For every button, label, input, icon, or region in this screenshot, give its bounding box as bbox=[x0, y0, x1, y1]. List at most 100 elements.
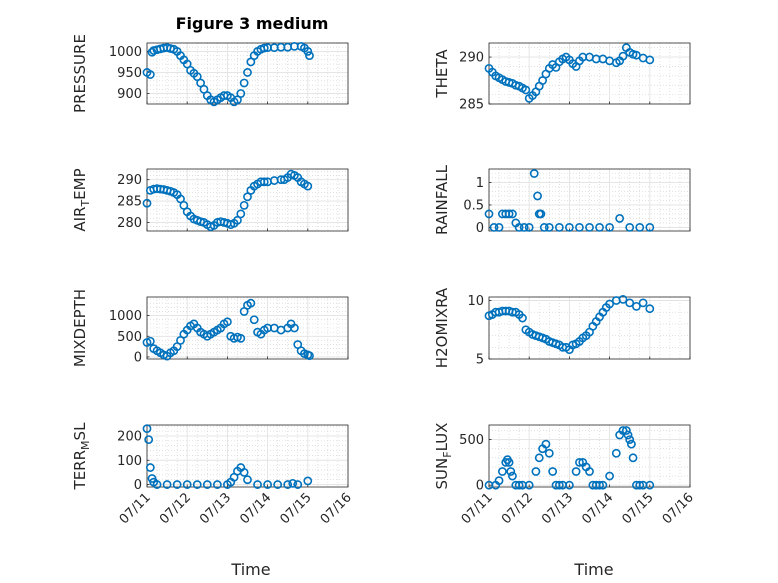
x-tick-label: 07/13 bbox=[197, 490, 234, 527]
data-point bbox=[259, 177, 269, 187]
data-point bbox=[521, 85, 531, 95]
y-tick-label: 200 bbox=[117, 429, 142, 444]
y-tick-label: 280 bbox=[117, 216, 142, 231]
data-point bbox=[571, 467, 581, 476]
x-axis-label-right: Time bbox=[573, 560, 613, 579]
data-point bbox=[524, 480, 534, 490]
data-point bbox=[239, 468, 249, 477]
data-point bbox=[305, 51, 314, 61]
data-point bbox=[534, 453, 544, 463]
data-point bbox=[303, 47, 313, 56]
y-tick-label: 500 bbox=[459, 433, 484, 448]
data-point bbox=[145, 336, 155, 346]
data-point bbox=[585, 467, 594, 476]
data-point bbox=[519, 223, 529, 232]
y-tick-label: 290 bbox=[117, 173, 142, 188]
data-point bbox=[635, 480, 645, 490]
axes-box bbox=[146, 296, 349, 360]
y-axis-label: MIXDEPTH bbox=[71, 289, 89, 367]
data-point bbox=[611, 448, 621, 458]
data-point bbox=[605, 223, 614, 232]
figure-title: Figure 3 medium bbox=[176, 14, 329, 33]
y-tick-label: 5 bbox=[476, 353, 484, 368]
series-markers bbox=[484, 426, 655, 490]
series-markers bbox=[142, 298, 314, 361]
data-point bbox=[497, 467, 507, 476]
x-tick-label: 07/14 bbox=[237, 490, 274, 527]
x-axis-label-left: Time bbox=[230, 560, 270, 579]
series-markers bbox=[484, 43, 655, 103]
data-point bbox=[548, 467, 558, 476]
data-point bbox=[182, 480, 192, 489]
y-axis-label: AIRTEMP bbox=[71, 168, 92, 231]
data-point bbox=[142, 424, 152, 434]
panel-right-2: 0 0.5 1 RAINFALL bbox=[433, 164, 691, 236]
x-tick-label: 07/15 bbox=[620, 490, 657, 527]
y-tick-label: 950 bbox=[117, 66, 142, 81]
data-point bbox=[222, 317, 232, 327]
y-tick-label: 0 bbox=[134, 350, 142, 365]
data-point bbox=[514, 480, 524, 490]
series-markers bbox=[484, 294, 655, 355]
data-point bbox=[632, 301, 641, 311]
data-point bbox=[618, 294, 628, 304]
x-tick-label: 07/13 bbox=[539, 490, 576, 527]
data-point bbox=[172, 480, 182, 489]
data-point bbox=[544, 448, 554, 458]
data-point bbox=[544, 223, 554, 232]
data-point bbox=[152, 480, 162, 489]
data-point bbox=[263, 480, 272, 489]
panel-right-3: 5 10 H2OMIXRA bbox=[433, 287, 691, 368]
data-point bbox=[615, 214, 625, 223]
y-tick-label: 0.5 bbox=[463, 198, 484, 213]
data-point bbox=[575, 223, 584, 232]
data-point bbox=[645, 223, 655, 232]
data-point bbox=[508, 209, 517, 219]
data-point bbox=[645, 55, 655, 65]
data-point bbox=[259, 43, 269, 53]
y-tick-label: 285 bbox=[459, 98, 484, 113]
data-point bbox=[288, 478, 298, 488]
data-point bbox=[539, 223, 549, 232]
data-point bbox=[239, 200, 249, 210]
data-point bbox=[144, 435, 154, 444]
y-tick-label: 0 bbox=[476, 221, 484, 236]
y-tick-label: 500 bbox=[117, 330, 142, 345]
y-tick-label: 285 bbox=[117, 195, 142, 210]
data-point bbox=[293, 480, 303, 489]
data-point bbox=[504, 209, 514, 219]
x-tick-label: 07/14 bbox=[579, 490, 616, 527]
data-point bbox=[585, 223, 594, 232]
series-markers bbox=[142, 41, 314, 107]
data-point bbox=[192, 480, 202, 489]
data-point bbox=[621, 426, 631, 435]
data-point bbox=[625, 223, 635, 232]
data-point bbox=[595, 223, 604, 232]
data-point bbox=[202, 480, 212, 489]
data-point bbox=[243, 68, 252, 77]
data-point bbox=[536, 209, 546, 219]
data-point bbox=[273, 480, 283, 489]
data-point bbox=[145, 70, 155, 79]
data-point bbox=[565, 223, 574, 232]
x-tick-label: 07/16 bbox=[318, 490, 355, 527]
x-tick-label: 07/12 bbox=[157, 490, 194, 527]
data-point bbox=[645, 304, 655, 314]
data-point bbox=[605, 471, 614, 481]
data-point bbox=[628, 453, 638, 463]
y-tick-label: 1 bbox=[476, 176, 484, 191]
panel-right-1: 285 290 THETA bbox=[433, 42, 691, 113]
x-tick-label: 07/11 bbox=[459, 490, 496, 527]
panel-right-4: 0 500 07/11 07/12 07/13 07/14 07/15 07/16 SUNFLU… bbox=[433, 423, 697, 528]
y-tick-label: 900 bbox=[117, 87, 142, 102]
data-point bbox=[533, 191, 542, 201]
y-tick-label: 0 bbox=[134, 478, 142, 493]
data-point bbox=[236, 333, 246, 343]
data-point bbox=[598, 480, 608, 490]
data-point bbox=[508, 471, 517, 481]
data-point bbox=[162, 480, 172, 489]
data-point bbox=[623, 430, 633, 440]
data-point bbox=[506, 467, 516, 476]
y-axis-label: THETA bbox=[433, 49, 451, 99]
